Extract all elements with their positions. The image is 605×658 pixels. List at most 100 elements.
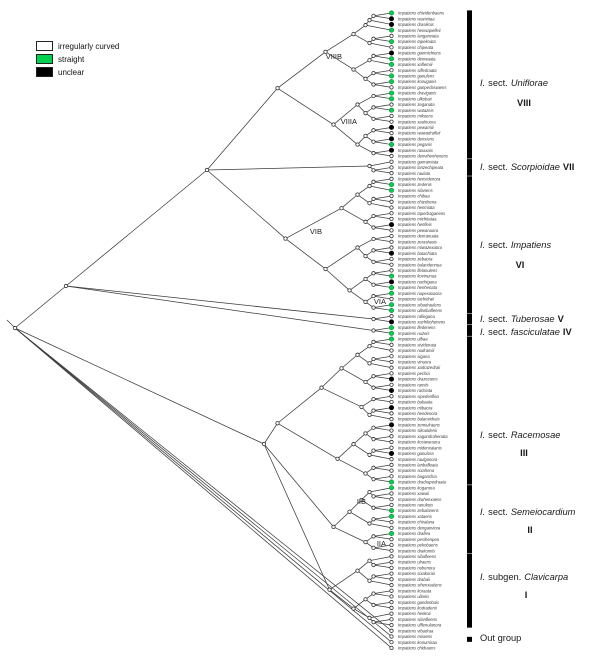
branch-line	[369, 362, 392, 369]
tip-label: Impatiens baganchia	[398, 474, 437, 479]
branch-line	[373, 536, 392, 540]
tip-marker-unclear	[388, 405, 394, 411]
tip-label: Impatiens drahenxaens	[398, 497, 442, 502]
internal-node	[367, 40, 372, 46]
tip-marker-straight	[388, 39, 394, 45]
internal-node	[367, 615, 372, 620]
internal-node	[371, 448, 376, 453]
branch-line	[373, 341, 392, 346]
tip-marker-irregularly-curved	[389, 468, 394, 473]
internal-node	[371, 425, 376, 430]
legend-item-unclear: unclear	[36, 67, 119, 77]
internal-node	[363, 539, 368, 545]
tip-marker-irregularly-curved	[389, 428, 394, 433]
tip-marker-straight	[388, 330, 394, 336]
branch-line	[353, 443, 370, 456]
branch-line	[373, 601, 392, 606]
branch-line	[373, 315, 392, 320]
internal-node	[335, 456, 340, 461]
tip-marker-irregularly-curved	[389, 216, 394, 222]
branch-line	[373, 450, 392, 454]
branch-line	[373, 212, 392, 217]
tip-label: Impatiens pekobaens	[398, 543, 439, 548]
spine-line	[14, 327, 265, 445]
internal-node	[371, 494, 376, 499]
tip-marker-irregularly-curved	[389, 399, 394, 405]
tip-marker-unclear	[388, 136, 394, 142]
branch-line	[373, 292, 392, 297]
tip-label: Impatiens drazesiens	[398, 377, 438, 382]
branch-line	[373, 564, 392, 569]
tip-label: Impatiens xaflemiii	[398, 62, 434, 67]
internal-node	[371, 408, 376, 413]
tip-marker-unclear	[388, 147, 394, 153]
tip-label: Impatiens kosiwaraora	[398, 440, 441, 445]
branch-line	[373, 149, 392, 154]
tip-label: Impatiens henhenata	[398, 285, 438, 290]
tip-label: Impatiens mikoens	[398, 114, 434, 119]
clade-stem-line	[65, 285, 374, 331]
tip-label: Impatiens drabaii	[398, 577, 431, 582]
tip-marker-irregularly-curved	[389, 354, 394, 359]
branch-line	[373, 475, 392, 480]
tip-marker-irregularly-curved	[389, 594, 394, 599]
tip-marker-irregularly-curved	[389, 153, 394, 159]
clade-stem-line	[263, 443, 330, 590]
branch-line	[373, 375, 392, 380]
branch-line	[373, 593, 392, 597]
tip-label: Impatiens silanens	[398, 188, 434, 193]
tip-label: Impatiens densiens	[398, 136, 435, 141]
tip-marker-irregularly-curved	[389, 199, 394, 204]
tip-label: Impatiens langanviata	[398, 33, 439, 38]
branch-line	[373, 272, 392, 277]
branch-line	[373, 141, 392, 145]
clade-bar-segment-VI	[467, 176, 472, 314]
internal-node	[371, 385, 376, 390]
clade-numeral-III: III	[520, 448, 528, 458]
branch-line	[373, 384, 392, 389]
internal-node	[371, 151, 376, 156]
branch-line	[373, 618, 392, 623]
branch-line	[373, 355, 392, 360]
tip-label: Impatiens drasikois	[398, 22, 435, 27]
tip-marker-irregularly-curved	[389, 577, 394, 582]
tip-marker-irregularly-curved	[389, 131, 394, 136]
tip-marker-unclear	[388, 222, 394, 228]
tip-marker-irregularly-curved	[389, 382, 394, 387]
branch-line	[353, 69, 366, 80]
internal-node	[371, 591, 376, 596]
branch-line	[373, 227, 392, 231]
internal-node	[371, 13, 376, 18]
tip-label: Impatiens ulkobaii	[398, 96, 433, 101]
tip-marker-irregularly-curved	[389, 502, 394, 508]
tip-label: Impatiens chipeata	[398, 45, 434, 50]
tip-label: Impatiens vinuora	[398, 360, 432, 365]
clade-bar-segment-III	[467, 336, 472, 485]
tip-marker-irregularly-curved	[389, 462, 394, 467]
branch-line	[373, 198, 392, 203]
branch-line	[373, 215, 392, 220]
branch-line	[349, 278, 366, 291]
clade-label-III: I. sect. Racemosae	[480, 430, 560, 440]
tip-marker-irregularly-curved	[389, 359, 394, 365]
branch-line	[333, 124, 358, 145]
internal-node	[347, 509, 352, 514]
branch-line	[373, 284, 392, 288]
branch-line	[373, 435, 392, 440]
branch-line	[341, 207, 366, 223]
tip-marker-irregularly-curved	[389, 497, 394, 502]
branch-line	[373, 235, 392, 240]
clade-label-VII: I. sect. Scorpioidae VII	[480, 162, 574, 172]
tip-label: Impatiens sixakoraii	[398, 571, 436, 576]
internal-node	[371, 437, 376, 442]
branch-line	[373, 92, 392, 97]
clade-label-IV: I. sect. fasciculatae IV	[480, 327, 573, 337]
branch-line	[277, 51, 326, 89]
tip-label: Impatiens miwazexaora	[398, 245, 443, 250]
tip-label: Impatiens draflea	[398, 531, 431, 536]
tip-marker-irregularly-curved	[389, 565, 394, 570]
internal-node	[371, 128, 376, 133]
tip-label: Impatiens xawaii	[398, 491, 430, 496]
subclade-label-VIIIB: VIIIB	[326, 52, 342, 61]
tip-label: Impatiens henfleis	[398, 222, 433, 227]
